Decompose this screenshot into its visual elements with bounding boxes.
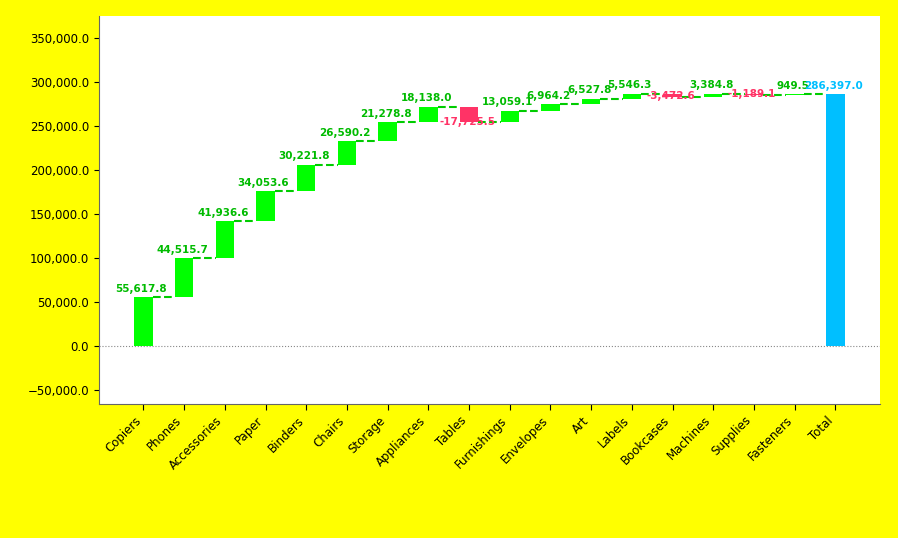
Text: 44,515.7: 44,515.7 [156,245,208,254]
Bar [378,123,397,141]
Text: 6,527.8: 6,527.8 [567,85,612,95]
Bar [338,141,357,165]
Bar [622,94,641,99]
Bar [216,221,234,258]
Bar [135,298,153,346]
Text: 41,936.6: 41,936.6 [197,208,249,218]
Text: 5,546.3: 5,546.3 [608,80,652,90]
Bar [664,94,682,97]
Text: 18,138.0: 18,138.0 [401,93,452,103]
Bar [257,191,275,221]
Bar [826,94,844,346]
Text: 3,384.8: 3,384.8 [689,80,734,90]
Bar [500,111,519,122]
Text: 21,278.8: 21,278.8 [360,109,411,119]
Text: 30,221.8: 30,221.8 [278,151,330,161]
Text: 26,590.2: 26,590.2 [319,128,371,138]
Bar [419,107,437,123]
Text: 55,617.8: 55,617.8 [116,284,167,294]
Text: 286,397.0: 286,397.0 [804,81,863,90]
Bar [175,258,193,298]
Bar [744,94,763,95]
Bar [297,165,315,191]
Bar [786,94,804,95]
Text: 949.5: 949.5 [776,81,809,90]
Text: 34,053.6: 34,053.6 [238,178,289,188]
Bar [582,99,601,104]
Text: 13,059.1: 13,059.1 [482,97,533,107]
Text: -1,189.1: -1,189.1 [727,89,776,100]
Bar [704,94,722,97]
Text: 6,964.2: 6,964.2 [526,91,570,101]
Bar [541,104,559,111]
Text: -3,472.6: -3,472.6 [647,91,695,101]
Bar [460,107,479,122]
Text: -17,725.5: -17,725.5 [439,117,495,126]
